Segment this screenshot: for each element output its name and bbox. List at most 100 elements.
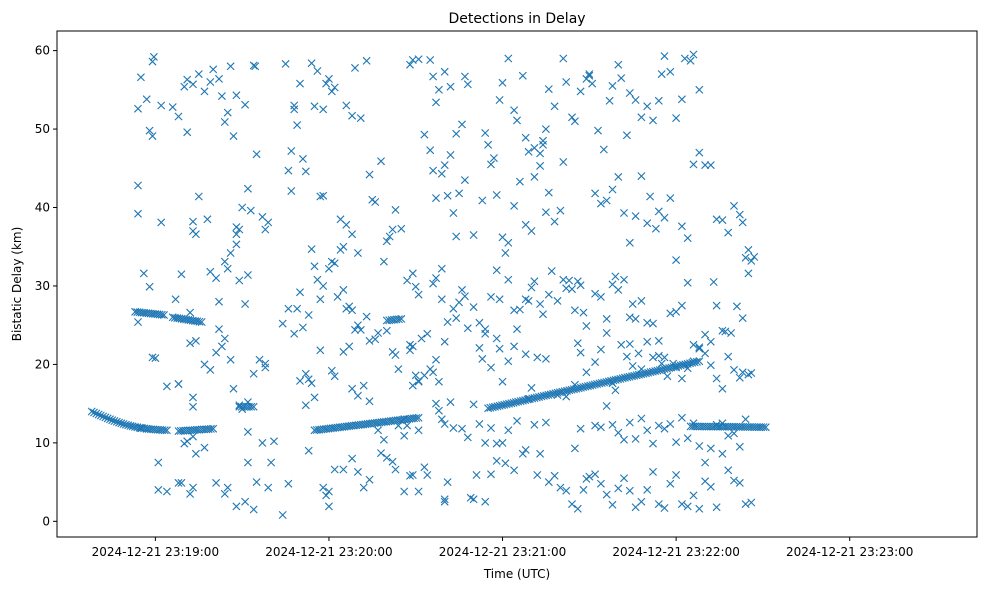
detection-point: [683, 364, 692, 373]
track-point: [397, 314, 406, 323]
detection-point: [304, 375, 313, 384]
detection-point: [403, 276, 412, 285]
detection-point: [724, 431, 733, 440]
detection-point: [189, 80, 197, 89]
detection-point: [649, 353, 657, 362]
track-point: [528, 394, 537, 403]
detection-point: [304, 446, 313, 455]
detection-point: [162, 487, 171, 496]
detection-point: [136, 73, 145, 82]
detection-point: [735, 478, 744, 487]
detection-point: [452, 314, 461, 323]
detection-point: [215, 74, 223, 83]
track-point: [669, 363, 678, 371]
detection-point: [437, 295, 446, 304]
detection-point: [391, 465, 400, 474]
detection-point: [631, 96, 640, 104]
detection-point: [669, 359, 678, 368]
track-point: [676, 361, 685, 370]
detection-point: [432, 194, 440, 203]
detection-point: [212, 274, 221, 283]
detection-point: [495, 96, 504, 104]
detection-point: [336, 245, 345, 254]
detection-point: [718, 419, 727, 428]
detection-point: [553, 391, 562, 399]
detection-point: [162, 382, 171, 391]
track-point: [614, 375, 622, 384]
track-point: [761, 423, 770, 432]
detection-point: [573, 277, 582, 286]
x-tick-label: 2024-12-21 23:19:00: [92, 545, 219, 559]
detection-point: [562, 486, 571, 495]
detection-point: [307, 245, 316, 254]
y-axis: 0 10 20 30 40 50 60: [35, 44, 57, 528]
detection-point: [348, 111, 357, 120]
detection-point: [400, 487, 409, 496]
track-point: [616, 374, 625, 383]
track-point: [160, 426, 169, 435]
detection-point: [432, 98, 440, 107]
detection-point: [536, 161, 545, 170]
detection-point: [446, 82, 455, 91]
detection-point: [585, 70, 594, 79]
detection-point: [440, 67, 449, 76]
detection-point: [576, 281, 585, 290]
detection-point: [643, 219, 652, 228]
detection-point: [183, 437, 192, 446]
detection-point: [649, 439, 657, 448]
detection-point: [391, 351, 400, 359]
detection-point: [241, 300, 250, 308]
detection-point: [339, 465, 348, 474]
track-point: [511, 398, 520, 407]
detection-point: [689, 419, 698, 428]
detection-point: [145, 282, 154, 291]
detection-point: [353, 467, 362, 476]
track-point: [157, 310, 166, 319]
detection-point: [374, 426, 383, 435]
detection-point: [637, 414, 646, 423]
track-point: [92, 409, 101, 418]
track-point: [655, 366, 664, 375]
detection-point: [226, 62, 235, 71]
detection-point: [463, 433, 472, 442]
detection-point: [414, 290, 423, 299]
detection-point: [426, 56, 435, 64]
y-tick-label: 60: [35, 44, 50, 58]
detection-point: [385, 232, 394, 241]
detection-point: [562, 78, 571, 86]
detection-point: [536, 449, 545, 458]
detection-point: [550, 102, 559, 111]
detection-point: [620, 435, 628, 444]
detection-point: [446, 151, 455, 159]
detection-point: [614, 285, 623, 294]
detection-point: [371, 198, 380, 206]
track-point: [600, 378, 609, 387]
detection-point: [296, 79, 304, 88]
detection-point: [359, 483, 368, 492]
plot-frame: [56, 30, 978, 538]
track-point: [500, 400, 509, 409]
track-point: [101, 413, 110, 422]
detection-point: [377, 157, 385, 166]
track-point: [579, 383, 588, 392]
track-point: [502, 400, 511, 409]
detection-point: [440, 497, 449, 506]
detection-point: [504, 357, 513, 366]
detection-point: [724, 466, 733, 475]
x-tick-label: 2024-12-21 23:22:00: [612, 545, 739, 559]
track-point: [99, 412, 108, 421]
detection-point: [429, 166, 438, 175]
track-point: [495, 401, 504, 410]
detection-point: [527, 227, 536, 235]
detection-point: [643, 426, 652, 435]
y-tick-label: 20: [35, 357, 50, 371]
detection-point: [666, 479, 675, 488]
track-point: [507, 399, 516, 408]
detection-point: [191, 449, 200, 458]
detection-point: [553, 296, 562, 305]
detection-point: [220, 489, 229, 498]
detection-point: [348, 384, 357, 393]
detection-point: [194, 192, 203, 201]
detection-point: [521, 220, 530, 229]
